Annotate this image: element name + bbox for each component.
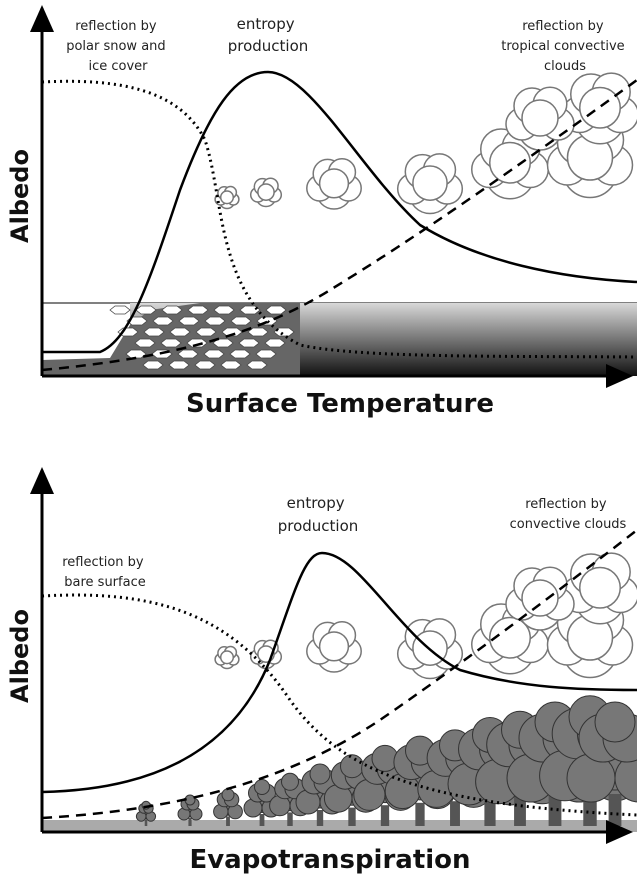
cloud (307, 622, 361, 672)
ice-floe (205, 317, 225, 325)
tree-trunk (260, 814, 265, 826)
ice-floe (144, 328, 164, 336)
cloud-puff (258, 184, 274, 200)
ice-floe (143, 361, 163, 369)
clouds (215, 553, 637, 678)
ice-floe (239, 339, 259, 347)
clouds (215, 73, 637, 213)
tree-crown (222, 789, 234, 801)
tree-trunk (415, 803, 424, 826)
panel-bottom: entropy production reflection by convect… (6, 470, 637, 875)
tree-crown (595, 702, 635, 742)
tree-trunk (317, 810, 323, 826)
tree-trunk (381, 805, 389, 826)
ice-floe (162, 306, 182, 314)
annotation: entropy production (278, 494, 359, 535)
cloud-puff (413, 166, 447, 200)
annotation-line: entropy (237, 15, 295, 33)
ice-floe (204, 350, 224, 358)
annotation-line: reflection by (525, 497, 607, 512)
cloud-puff (580, 568, 621, 609)
annotation-line: polar snow and (66, 39, 165, 54)
annotation-line: production (278, 517, 359, 535)
tree-crown (341, 755, 364, 778)
cloud-puff (522, 580, 558, 616)
panel-top: reflection by polar snow and ice cover e… (6, 8, 637, 419)
annotation-line: reflection by (62, 555, 144, 570)
ground (42, 820, 637, 832)
ice-floe (161, 339, 181, 347)
ice-floe (136, 306, 156, 314)
annotation-line: production (228, 37, 309, 55)
ice-floe (247, 361, 267, 369)
tree-trunk (226, 816, 230, 826)
tree-crown (255, 780, 270, 795)
annotation-line: convective clouds (510, 517, 627, 532)
ice-floe (110, 306, 130, 314)
cloud-puff (522, 100, 558, 136)
cloud (307, 159, 361, 209)
annotation-line: reflection by (522, 19, 604, 34)
cloud (251, 178, 282, 206)
ice-floe (265, 339, 285, 347)
y-axis-label: Albedo (6, 609, 34, 703)
ice-floe (221, 361, 241, 369)
cloud-puff (320, 169, 349, 198)
ice-floe (178, 350, 198, 358)
annotation: reflection by tropical convective clouds (501, 19, 629, 74)
cloud (215, 647, 239, 669)
ice-floe (195, 361, 215, 369)
x-axis-label: Evapotranspiration (189, 845, 470, 875)
ice-floe (266, 306, 286, 314)
annotation: reflection by polar snow and ice cover (66, 19, 170, 74)
cloud (215, 187, 239, 209)
annotation: reflection by bare surface (62, 555, 148, 590)
tree-trunk (609, 794, 622, 826)
annotation-line: tropical convective (501, 39, 624, 54)
ice-floe (214, 306, 234, 314)
annotation-line: entropy (287, 494, 345, 512)
ice-floe (135, 339, 155, 347)
ice-floe (256, 350, 276, 358)
annotation-line: reflection by (75, 19, 157, 34)
annotation-line: clouds (544, 59, 586, 74)
annotation-line: ice cover (88, 59, 148, 74)
tree-crown (310, 764, 330, 784)
cloud (398, 154, 463, 214)
ice-floe (153, 317, 173, 325)
cloud-puff (221, 191, 234, 204)
tree-trunk (348, 808, 355, 826)
cloud-puff (490, 143, 531, 184)
ice-floe (179, 317, 199, 325)
ice-floe (169, 361, 189, 369)
annotation: entropy production (228, 15, 309, 55)
ice-floe (231, 317, 251, 325)
cloud-puff (221, 651, 234, 664)
ice-floe (170, 328, 190, 336)
annotation: reflection by convective clouds (510, 497, 627, 532)
figure: reflection by polar snow and ice cover e… (0, 0, 637, 881)
annotation-line: bare surface (64, 575, 145, 590)
tree-trunk (145, 820, 148, 826)
ice-floe (230, 350, 250, 358)
cloud-puff (580, 88, 621, 129)
ice-floe (196, 328, 216, 336)
tree-trunk (450, 801, 460, 826)
y-axis-label: Albedo (6, 149, 34, 243)
tree-trunk (287, 812, 292, 826)
tree-trunk (188, 818, 191, 826)
cloud-puff (320, 632, 349, 661)
ice-floe (188, 306, 208, 314)
tree-crown (282, 773, 299, 790)
x-axis-label: Surface Temperature (186, 389, 494, 419)
